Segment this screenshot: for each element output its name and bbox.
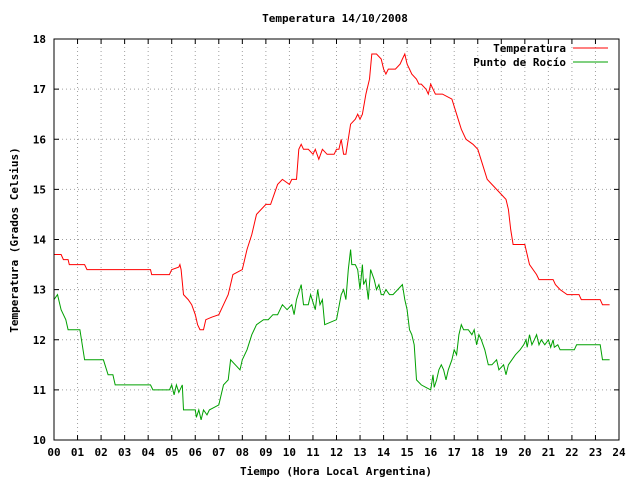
x-tick-label: 24 bbox=[612, 446, 626, 459]
x-tick-label: 10 bbox=[283, 446, 296, 459]
x-tick-label: 18 bbox=[471, 446, 484, 459]
x-tick-label: 12 bbox=[330, 446, 343, 459]
series-lines bbox=[53, 52, 610, 421]
grid bbox=[54, 39, 619, 440]
x-tick-label: 07 bbox=[212, 446, 225, 459]
y-axis-ticks: 10 11 12 13 14 15 16 17 18 bbox=[33, 33, 619, 447]
y-tick-label: 15 bbox=[33, 183, 46, 196]
y-tick-label: 10 bbox=[33, 434, 46, 447]
x-tick-label: 01 bbox=[71, 446, 85, 459]
x-tick-label: 21 bbox=[542, 446, 556, 459]
x-axis-label: Tiempo (Hora Local Argentina) bbox=[240, 465, 432, 478]
x-tick-label: 08 bbox=[236, 446, 249, 459]
x-tick-label: 19 bbox=[495, 446, 508, 459]
x-tick-label: 13 bbox=[353, 446, 366, 459]
x-tick-label: 22 bbox=[565, 446, 578, 459]
x-tick-label: 17 bbox=[448, 446, 461, 459]
x-tick-label: 03 bbox=[118, 446, 131, 459]
x-tick-label: 00 bbox=[47, 446, 60, 459]
series-line-temperatura bbox=[54, 52, 610, 331]
x-tick-label: 15 bbox=[401, 446, 414, 459]
y-tick-label: 16 bbox=[33, 133, 47, 146]
y-tick-label: 14 bbox=[33, 234, 47, 247]
x-tick-label: 04 bbox=[142, 446, 156, 459]
x-tick-label: 16 bbox=[424, 446, 438, 459]
chart-title: Temperatura 14/10/2008 bbox=[262, 12, 408, 25]
y-tick-label: 11 bbox=[33, 384, 47, 397]
legend-label: Temperatura bbox=[493, 42, 566, 55]
series-line-punto-de-rocio bbox=[53, 249, 610, 421]
x-axis-ticks: 00 01 02 03 04 05 06 07 08 09 10 11 12 13 14 15 16 17 18 19… bbox=[47, 39, 626, 459]
y-axis-label: Temperatura (Grados Celsius) bbox=[8, 147, 21, 332]
x-tick-label: 06 bbox=[189, 446, 203, 459]
x-tick-label: 09 bbox=[259, 446, 272, 459]
y-tick-label: 17 bbox=[33, 83, 46, 96]
x-tick-label: 23 bbox=[589, 446, 602, 459]
y-tick-label: 13 bbox=[33, 284, 46, 297]
y-tick-label: 18 bbox=[33, 33, 46, 46]
plot-frame bbox=[53, 38, 620, 441]
x-tick-label: 14 bbox=[377, 446, 391, 459]
y-tick-label: 12 bbox=[33, 334, 46, 347]
x-tick-label: 05 bbox=[165, 446, 178, 459]
x-tick-label: 02 bbox=[94, 446, 107, 459]
legend-label: Punto de Rocío bbox=[473, 56, 566, 69]
x-tick-label: 20 bbox=[518, 446, 531, 459]
x-tick-label: 11 bbox=[306, 446, 320, 459]
